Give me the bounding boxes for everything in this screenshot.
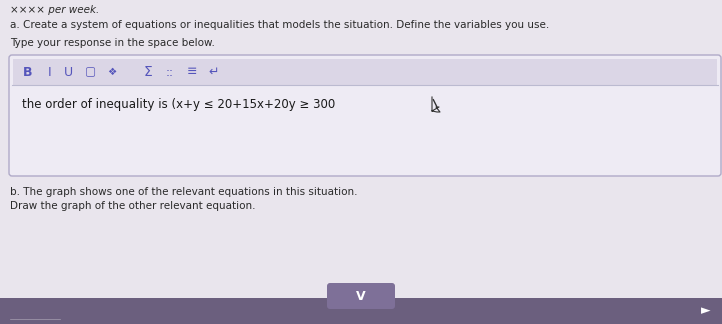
Text: Σ: Σ [144, 65, 152, 79]
Text: ❖: ❖ [108, 67, 117, 77]
Text: V: V [356, 290, 366, 303]
Text: ↵: ↵ [209, 65, 219, 78]
Text: ►: ► [701, 305, 711, 318]
Text: the order of inequality is (x+y ≤ 20+15x+20y ≥ 300: the order of inequality is (x+y ≤ 20+15x… [22, 98, 335, 111]
Bar [13, 59, 717, 85]
Text: I: I [48, 65, 52, 78]
FancyBboxPatch shape [9, 55, 721, 176]
Bar [0, 298, 722, 324]
Text: Type your response in the space below.: Type your response in the space below. [10, 38, 215, 48]
Text: ▢: ▢ [84, 65, 95, 78]
Text: ×××× per week.: ×××× per week. [10, 5, 99, 15]
Text: b. The graph shows one of the relevant equations in this situation.: b. The graph shows one of the relevant e… [10, 187, 357, 197]
Text: Draw the graph of the other relevant equation.: Draw the graph of the other relevant equ… [10, 201, 256, 211]
Text: ≡: ≡ [187, 65, 197, 78]
Text: U: U [64, 65, 73, 78]
FancyBboxPatch shape [327, 283, 395, 309]
Text: B: B [23, 65, 32, 78]
Text: a. Create a system of equations or inequalities that models the situation. Defin: a. Create a system of equations or inequ… [10, 20, 549, 30]
Text: ::: :: [166, 65, 174, 78]
